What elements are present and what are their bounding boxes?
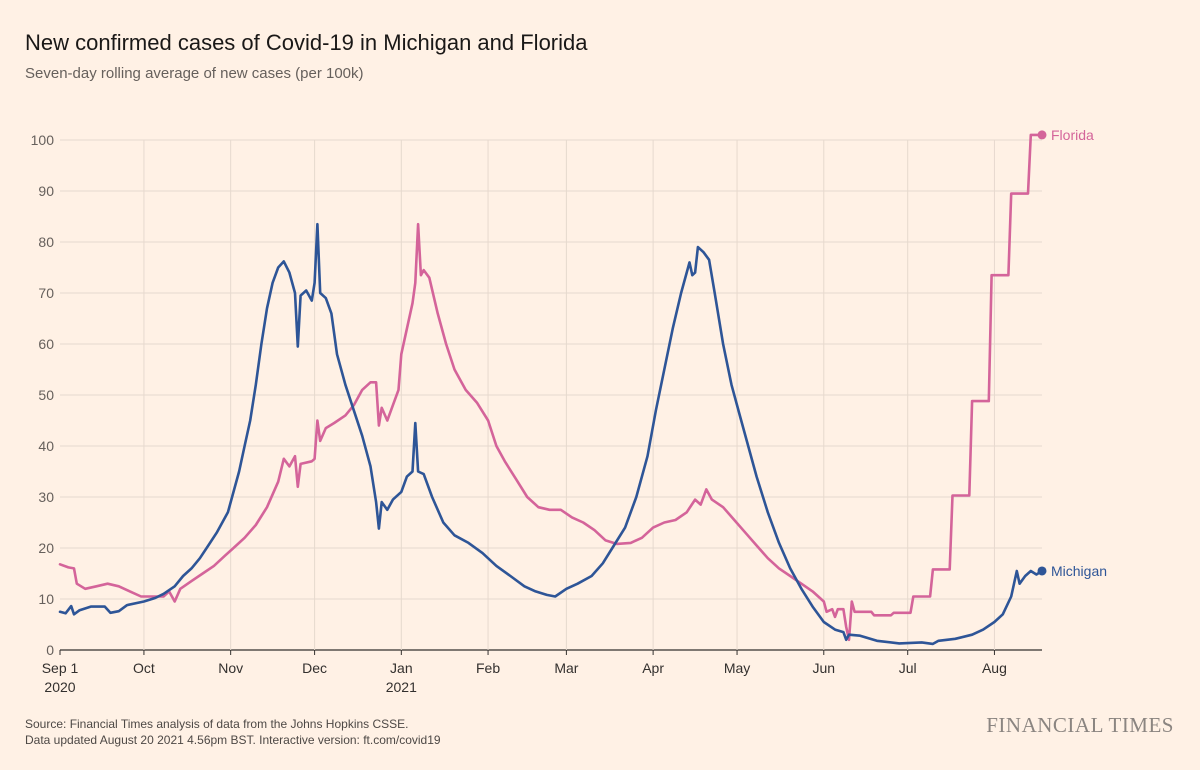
x-tick-label: Jul [899, 660, 917, 676]
michigan-end-marker [1037, 566, 1047, 576]
y-tick-label: 30 [38, 489, 54, 505]
x-tick-label: Jan [390, 660, 413, 676]
x-tick-label: Apr [642, 660, 664, 676]
source-line-2: Data updated August 20 2021 4.56pm BST. … [25, 733, 441, 747]
y-tick-label: 40 [38, 438, 54, 454]
x-tick-label: Sep 1 [42, 660, 79, 676]
ft-logo: FINANCIAL TIMES [986, 713, 1174, 737]
florida-series-label: Florida [1051, 127, 1094, 143]
x-tick-label: Nov [218, 660, 243, 676]
x-tick-label: Oct [133, 660, 155, 676]
florida-end-marker [1037, 130, 1047, 140]
y-tick-label: 100 [31, 132, 55, 148]
chart-title: New confirmed cases of Covid-19 in Michi… [25, 30, 588, 55]
florida-line [58, 133, 1044, 642]
source-note: Source: Financial Times analysis of data… [25, 716, 441, 748]
series-lines: Florida Michigan [58, 127, 1107, 646]
michigan-line [58, 222, 1044, 646]
y-axis-ticks: 0 10 20 30 40 50 60 70 80 90 100 [31, 132, 55, 658]
source-line-1: Source: Financial Times analysis of data… [25, 717, 409, 731]
y-tick-label: 10 [38, 591, 54, 607]
x-tick-label: Mar [554, 660, 578, 676]
gridlines [60, 139, 1042, 651]
line-chart: 0 10 20 30 40 50 60 70 80 90 100 Sep 1 2020 Oct Nov De… [31, 127, 1107, 695]
y-tick-label: 90 [38, 183, 54, 199]
x-tick-label: May [724, 660, 750, 676]
y-tick-label: 80 [38, 234, 54, 250]
x-tick-year-label: 2021 [386, 679, 417, 695]
y-tick-label: 0 [46, 642, 54, 658]
y-tick-label: 60 [38, 336, 54, 352]
y-tick-label: 20 [38, 540, 54, 556]
chart-subtitle: Seven-day rolling average of new cases (… [25, 65, 364, 82]
michigan-series-label: Michigan [1051, 563, 1107, 579]
x-tick-year-label: 2020 [44, 679, 75, 695]
y-tick-label: 50 [38, 387, 54, 403]
x-tick-label: Aug [982, 660, 1007, 676]
x-axis-ticks: Sep 1 2020 Oct Nov Dec Jan 2021 Feb Mar Apr May Jun… [42, 650, 1007, 695]
x-tick-label: Feb [476, 660, 500, 676]
x-tick-label: Jun [812, 660, 835, 676]
x-tick-label: Dec [302, 660, 327, 676]
y-tick-label: 70 [38, 285, 54, 301]
